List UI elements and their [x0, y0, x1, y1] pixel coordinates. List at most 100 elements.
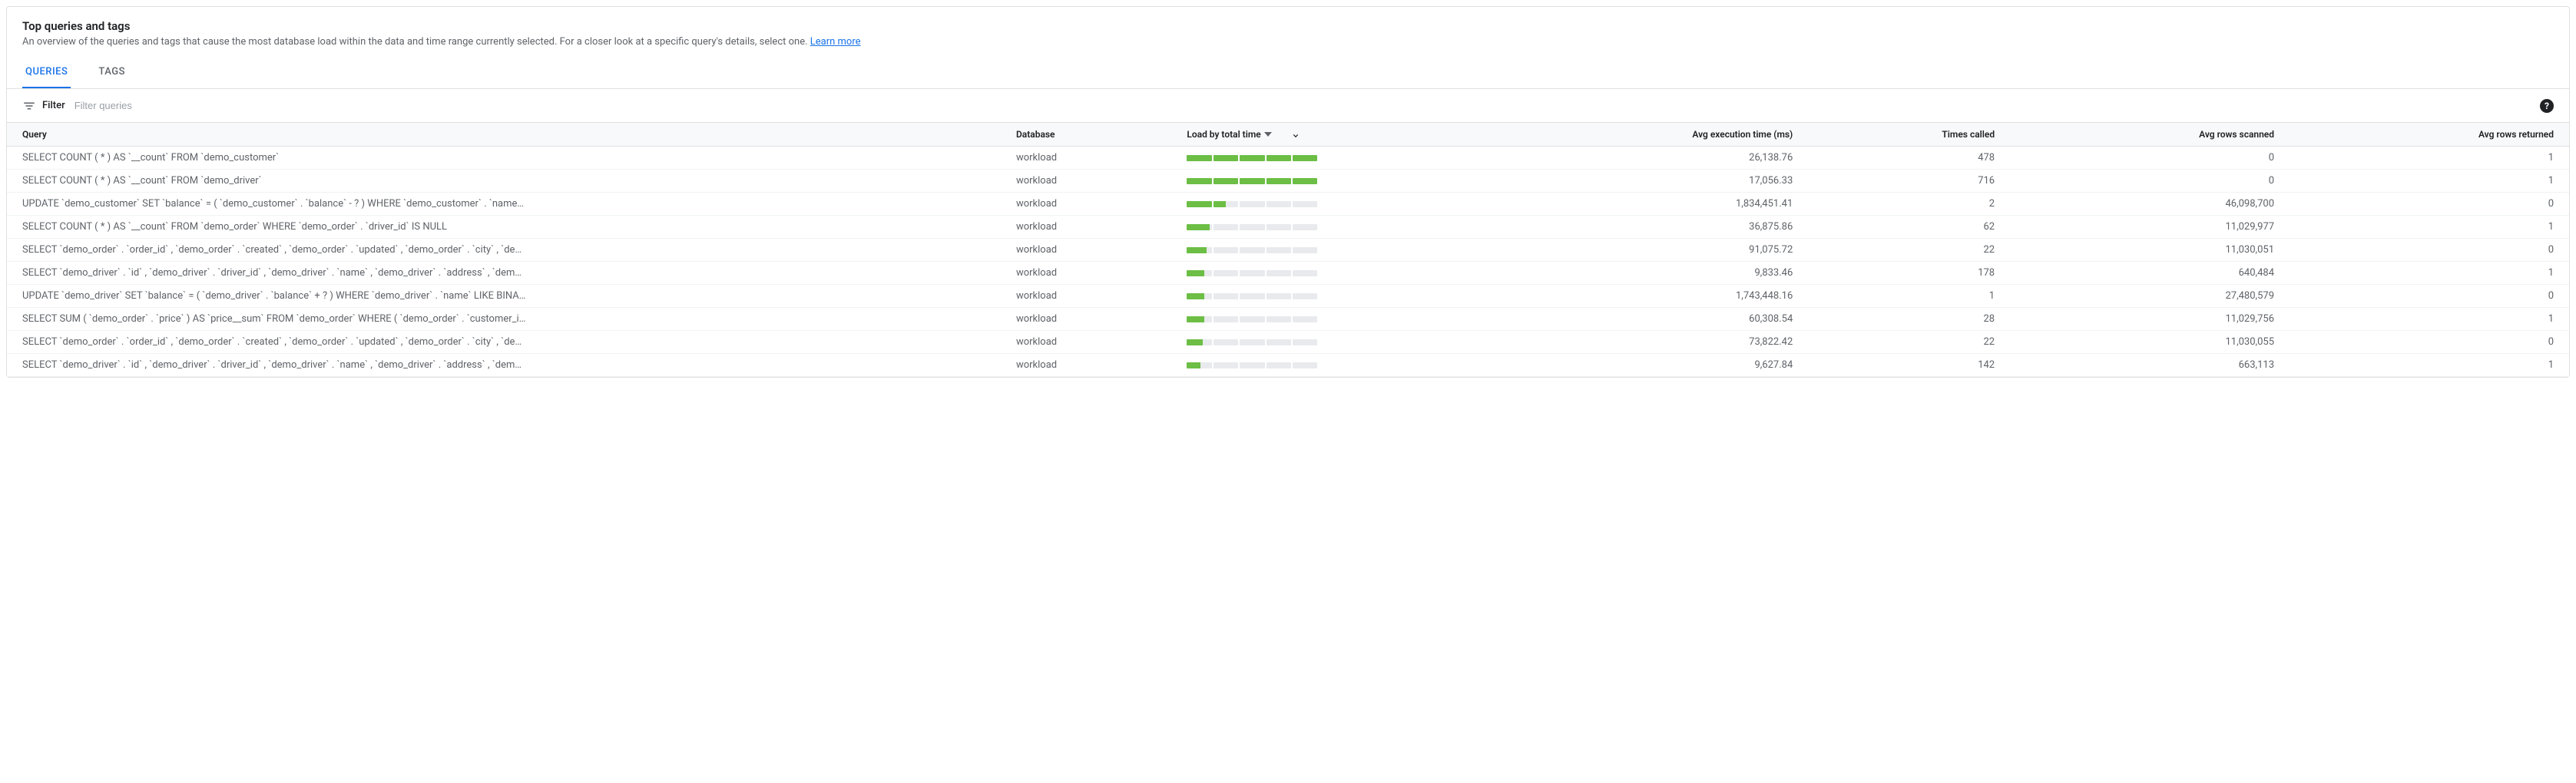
- filter-row: Filter ?: [7, 89, 2569, 122]
- database-cell: workload: [1001, 331, 1171, 354]
- table-row[interactable]: SELECT COUNT ( * ) AS `__count` FROM `de…: [7, 216, 2569, 239]
- database-cell: workload: [1001, 216, 1171, 239]
- subtitle-text: An overview of the queries and tags that…: [22, 36, 810, 48]
- query-cell[interactable]: SELECT `demo_driver` . `id` , `demo_driv…: [7, 262, 1001, 285]
- col-header-avg-exec[interactable]: Avg execution time (ms): [1498, 123, 1808, 147]
- table-row[interactable]: SELECT COUNT ( * ) AS `__count` FROM `de…: [7, 147, 2569, 170]
- learn-more-link[interactable]: Learn more: [810, 36, 861, 48]
- table-row[interactable]: SELECT SUM ( `demo_order` . `price` ) AS…: [7, 308, 2569, 331]
- times-called-cell: 28: [1808, 308, 2010, 331]
- rows-scanned-cell: 640,484: [2010, 262, 2290, 285]
- database-cell: workload: [1001, 170, 1171, 193]
- query-cell[interactable]: SELECT `demo_order` . `order_id` , `demo…: [7, 239, 1001, 262]
- query-cell[interactable]: SELECT COUNT ( * ) AS `__count` FROM `de…: [7, 170, 1001, 193]
- query-cell[interactable]: SELECT `demo_order` . `order_id` , `demo…: [7, 331, 1001, 354]
- top-queries-panel: Top queries and tags An overview of the …: [6, 6, 2570, 378]
- filter-icon: [22, 99, 36, 113]
- table-header-row: Query Database Load by total time Avg: [7, 123, 2569, 147]
- load-cell: [1171, 216, 1498, 239]
- load-bar: [1187, 316, 1317, 322]
- filter-label: Filter: [42, 100, 65, 111]
- rows-scanned-cell: 663,113: [2010, 354, 2290, 377]
- query-cell[interactable]: SELECT COUNT ( * ) AS `__count` FROM `de…: [7, 147, 1001, 170]
- load-cell: [1171, 308, 1498, 331]
- query-cell[interactable]: UPDATE `demo_customer` SET `balance` = (…: [7, 193, 1001, 216]
- rows-returned-cell: 0: [2290, 193, 2569, 216]
- col-header-rows-returned[interactable]: Avg rows returned: [2290, 123, 2569, 147]
- rows-returned-cell: 1: [2290, 170, 2569, 193]
- avg-exec-cell: 9,627.84: [1498, 354, 1808, 377]
- load-bar: [1187, 201, 1317, 207]
- avg-exec-cell: 91,075.72: [1498, 239, 1808, 262]
- filter-input[interactable]: [71, 97, 2534, 114]
- col-header-load[interactable]: Load by total time: [1171, 123, 1498, 147]
- load-cell: [1171, 170, 1498, 193]
- rows-returned-cell: 1: [2290, 308, 2569, 331]
- load-bar: [1187, 155, 1317, 161]
- database-cell: workload: [1001, 262, 1171, 285]
- load-bar: [1187, 293, 1317, 299]
- rows-scanned-cell: 11,030,055: [2010, 331, 2290, 354]
- rows-scanned-cell: 46,098,700: [2010, 193, 2290, 216]
- avg-exec-cell: 73,822.42: [1498, 331, 1808, 354]
- col-header-database[interactable]: Database: [1001, 123, 1171, 147]
- load-cell: [1171, 354, 1498, 377]
- load-bar: [1187, 270, 1317, 276]
- query-cell[interactable]: UPDATE `demo_driver` SET `balance` = ( `…: [7, 285, 1001, 308]
- table-row[interactable]: SELECT `demo_order` . `order_id` , `demo…: [7, 331, 2569, 354]
- rows-scanned-cell: 11,030,051: [2010, 239, 2290, 262]
- queries-table: Query Database Load by total time Avg: [7, 122, 2569, 377]
- tab-tags[interactable]: TAGS: [95, 57, 128, 88]
- tab-queries[interactable]: QUERIES: [22, 57, 71, 88]
- table-row[interactable]: SELECT COUNT ( * ) AS `__count` FROM `de…: [7, 170, 2569, 193]
- avg-exec-cell: 1,834,451.41: [1498, 193, 1808, 216]
- rows-returned-cell: 0: [2290, 331, 2569, 354]
- tab-bar: QUERIES TAGS: [7, 57, 2569, 89]
- col-header-rows-scanned[interactable]: Avg rows scanned: [2010, 123, 2290, 147]
- panel-subtitle: An overview of the queries and tags that…: [22, 36, 2554, 48]
- table-row[interactable]: SELECT `demo_driver` . `id` , `demo_driv…: [7, 354, 2569, 377]
- load-cell: [1171, 285, 1498, 308]
- col-header-query[interactable]: Query: [7, 123, 1001, 147]
- query-cell[interactable]: SELECT COUNT ( * ) AS `__count` FROM `de…: [7, 216, 1001, 239]
- avg-exec-cell: 17,056.33: [1498, 170, 1808, 193]
- avg-exec-cell: 26,138.76: [1498, 147, 1808, 170]
- rows-returned-cell: 0: [2290, 285, 2569, 308]
- times-called-cell: 716: [1808, 170, 2010, 193]
- times-called-cell: 22: [1808, 331, 2010, 354]
- database-cell: workload: [1001, 285, 1171, 308]
- times-called-cell: 2: [1808, 193, 2010, 216]
- load-bar: [1187, 339, 1317, 345]
- rows-returned-cell: 1: [2290, 262, 2569, 285]
- rows-scanned-cell: 0: [2010, 147, 2290, 170]
- load-cell: [1171, 262, 1498, 285]
- rows-scanned-cell: 11,029,756: [2010, 308, 2290, 331]
- table-row[interactable]: SELECT `demo_order` . `order_id` , `demo…: [7, 239, 2569, 262]
- table-row[interactable]: UPDATE `demo_customer` SET `balance` = (…: [7, 193, 2569, 216]
- table-row[interactable]: UPDATE `demo_driver` SET `balance` = ( `…: [7, 285, 2569, 308]
- database-cell: workload: [1001, 354, 1171, 377]
- panel-title: Top queries and tags: [22, 19, 2554, 33]
- load-bar: [1187, 247, 1317, 253]
- times-called-cell: 478: [1808, 147, 2010, 170]
- avg-exec-cell: 9,833.46: [1498, 262, 1808, 285]
- rows-returned-cell: 0: [2290, 239, 2569, 262]
- times-called-cell: 142: [1808, 354, 2010, 377]
- rows-returned-cell: 1: [2290, 216, 2569, 239]
- database-cell: workload: [1001, 239, 1171, 262]
- times-called-cell: 1: [1808, 285, 2010, 308]
- load-bar: [1187, 362, 1317, 368]
- query-cell[interactable]: SELECT SUM ( `demo_order` . `price` ) AS…: [7, 308, 1001, 331]
- avg-exec-cell: 1,743,448.16: [1498, 285, 1808, 308]
- rows-returned-cell: 1: [2290, 147, 2569, 170]
- col-header-times-called[interactable]: Times called: [1808, 123, 2010, 147]
- load-cell: [1171, 147, 1498, 170]
- sort-arrow-down-icon: [1290, 129, 1301, 140]
- avg-exec-cell: 36,875.86: [1498, 216, 1808, 239]
- table-row[interactable]: SELECT `demo_driver` . `id` , `demo_driv…: [7, 262, 2569, 285]
- load-bar: [1187, 178, 1317, 184]
- times-called-cell: 62: [1808, 216, 2010, 239]
- times-called-cell: 22: [1808, 239, 2010, 262]
- help-icon[interactable]: ?: [2540, 99, 2554, 113]
- query-cell[interactable]: SELECT `demo_driver` . `id` , `demo_driv…: [7, 354, 1001, 377]
